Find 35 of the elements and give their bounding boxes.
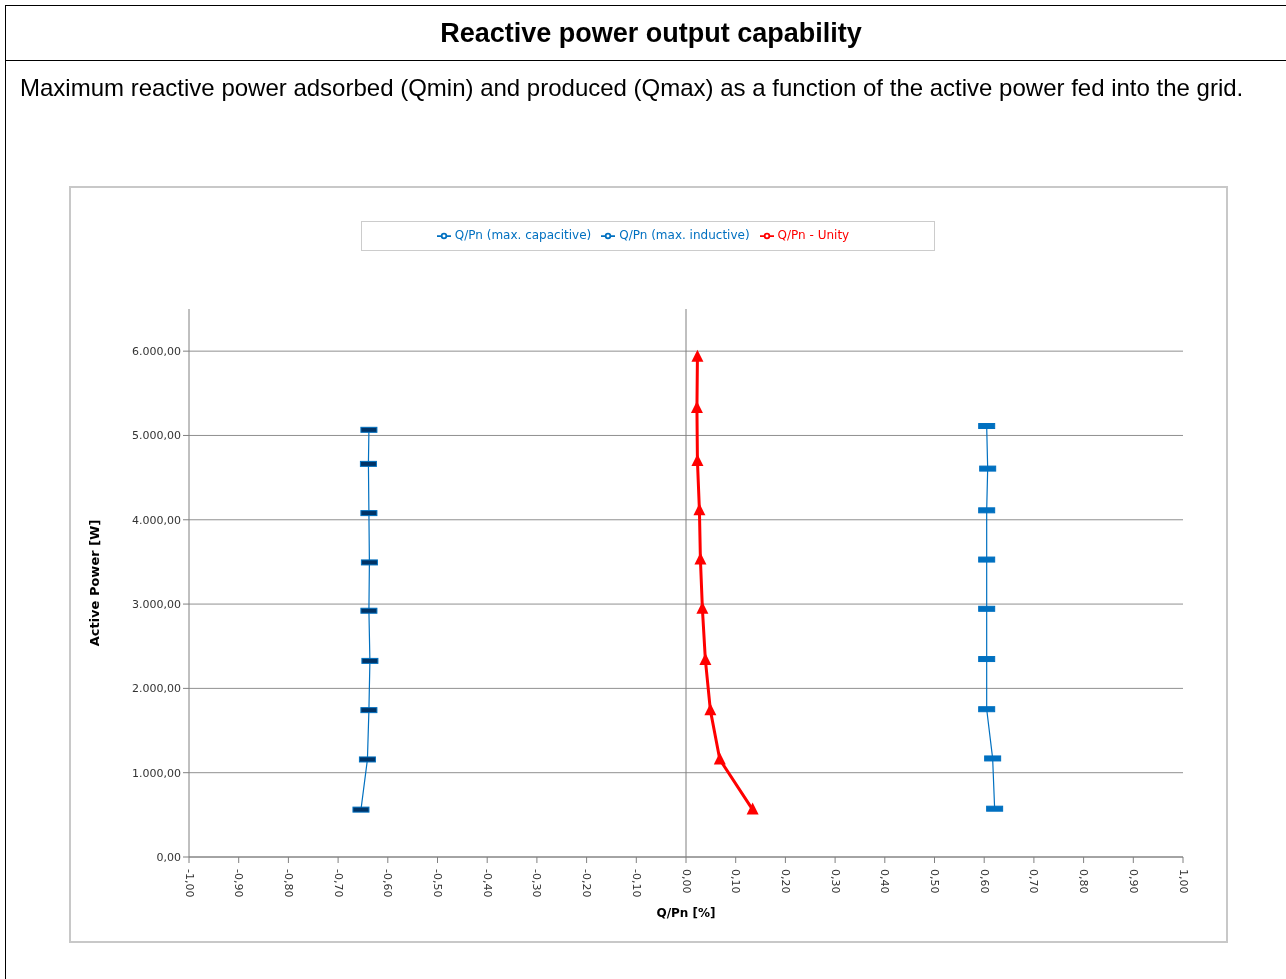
- x-tick-label: 1,00: [1176, 869, 1190, 894]
- x-tick-label: 0,10: [729, 869, 743, 894]
- y-tick-label: 3.000,00: [132, 597, 181, 611]
- y-tick-label: 0,00: [156, 850, 181, 864]
- x-tick-label: 0,70: [1027, 869, 1041, 894]
- y-axis-title: Active Power [W]: [86, 519, 102, 647]
- chart-title: Reactive power output capability: [6, 6, 1286, 61]
- legend-label: Q/Pn (max. capacitive): [454, 228, 592, 242]
- y-tick-label: 2.000,00: [132, 682, 181, 696]
- x-tick-label: 0,60: [977, 869, 991, 894]
- y-tick-label: 4.000,00: [132, 513, 181, 527]
- y-tick-label: 1.000,00: [132, 766, 181, 780]
- y-tick-label: 6.000,00: [132, 345, 181, 359]
- legend-label: Q/Pn - Unity: [777, 228, 850, 242]
- x-tick-label: 0,80: [1077, 869, 1091, 894]
- x-tick-label: 0,40: [878, 869, 892, 894]
- x-tick-label: -0,20: [580, 869, 594, 898]
- x-tick-label: -0,10: [629, 869, 643, 898]
- x-tick-label: 0,90: [1126, 869, 1140, 894]
- x-tick-label: -0,60: [381, 869, 395, 898]
- x-tick-label: -0,70: [331, 869, 345, 898]
- chart-subtitle: Maximum reactive power adsorbed (Qmin) and produced (Qmax) as a function of the active power fed into the grid.: [19, 73, 1245, 103]
- x-tick-label: -0,90: [232, 869, 246, 898]
- x-tick-label: -0,40: [480, 869, 494, 898]
- x-axis-title: Q/Pn [%]: [656, 906, 716, 920]
- x-tick-label: 0,30: [828, 869, 842, 894]
- x-tick-label: 0,50: [928, 869, 941, 894]
- x-tick-label: 0,20: [778, 869, 792, 894]
- x-tick-label: 0,00: [679, 869, 693, 894]
- x-tick-label: -1,00: [182, 869, 196, 898]
- x-tick-label: -0,30: [530, 869, 544, 898]
- y-tick-label: 5.000,00: [132, 429, 181, 443]
- x-tick-label: -0,50: [431, 869, 444, 898]
- legend-label: Q/Pn (max. inductive): [619, 228, 750, 242]
- x-tick-label: -0,80: [281, 869, 295, 898]
